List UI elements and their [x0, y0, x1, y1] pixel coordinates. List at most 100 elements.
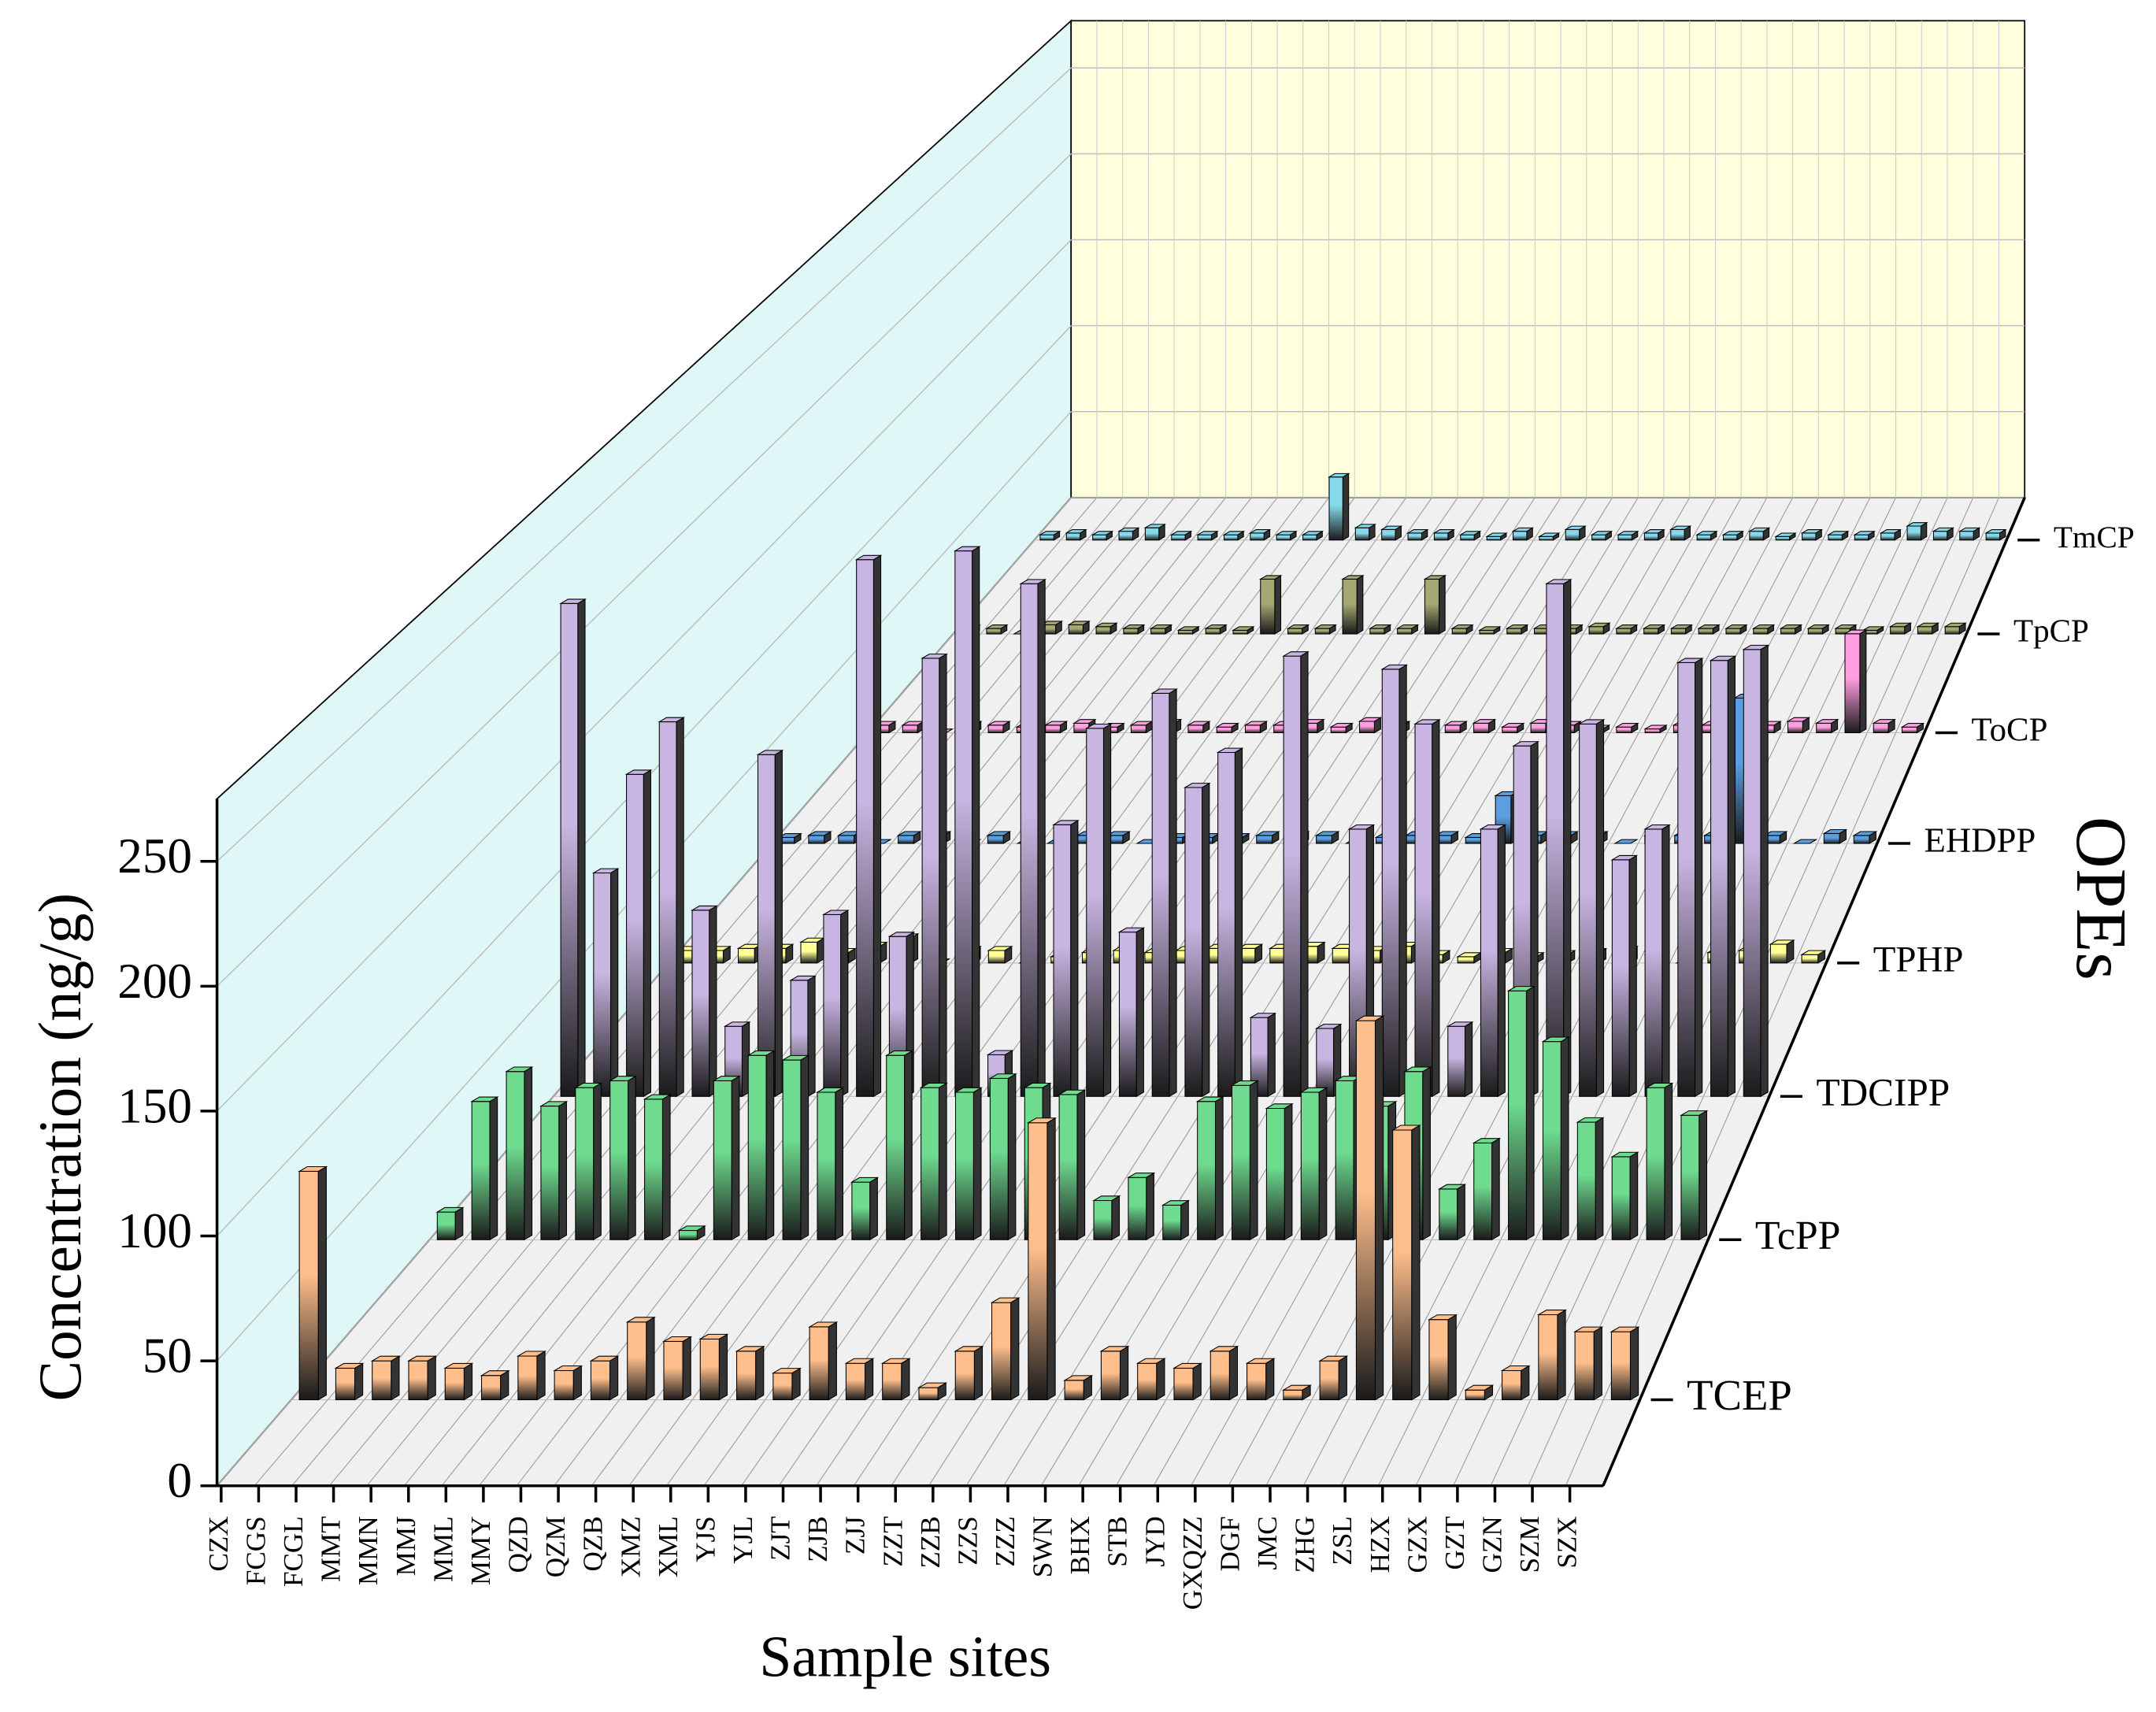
bar-top: [986, 1050, 1014, 1055]
bar: [1725, 628, 1741, 635]
bar-side: [869, 1177, 878, 1241]
bar: [1232, 629, 1248, 635]
x-tick-label: ZJB: [802, 1516, 833, 1562]
bar-top: [987, 946, 1013, 951]
bar: [886, 1054, 906, 1240]
bar-top: [1265, 1103, 1294, 1110]
bar: [856, 559, 874, 1097]
bar-top: [1800, 529, 1824, 534]
bar: [1092, 534, 1107, 541]
bar: [1670, 528, 1685, 541]
bar-side: [973, 1345, 984, 1401]
bar-top: [1215, 723, 1239, 728]
bar: [517, 1355, 538, 1401]
bar-top: [1358, 717, 1383, 722]
bar-side: [572, 1365, 582, 1401]
bar-top: [1204, 624, 1228, 629]
bar-top: [1368, 624, 1392, 629]
bar-side: [800, 1054, 809, 1241]
x-tick-label: GZT: [1439, 1516, 1470, 1569]
bar-top: [553, 1365, 583, 1372]
bar-top: [1564, 525, 1587, 530]
bar: [1100, 1351, 1121, 1401]
bar-top: [470, 1096, 499, 1102]
bar-top: [1610, 1326, 1640, 1332]
bar-top: [1281, 1384, 1313, 1391]
bar-top: [1642, 624, 1666, 629]
bar-top: [1058, 1089, 1087, 1095]
bar-top: [1958, 527, 1981, 532]
bar: [1644, 728, 1661, 734]
bar-top: [1450, 624, 1474, 629]
bar: [1565, 528, 1580, 541]
bar: [1749, 531, 1764, 541]
bar: [1118, 531, 1133, 541]
bar: [1546, 583, 1565, 1097]
bar: [1873, 722, 1889, 734]
x-tick-label: MMY: [465, 1516, 496, 1585]
bar-top: [591, 868, 620, 874]
bar: [1944, 626, 1960, 635]
bar: [1617, 534, 1632, 541]
bar-top: [1380, 525, 1403, 530]
bar-top: [1573, 1326, 1604, 1332]
bar-top: [1852, 831, 1878, 836]
bar-top: [1751, 624, 1776, 629]
bar-side: [593, 1082, 602, 1241]
x-tick-label: GZN: [1477, 1516, 1508, 1573]
bar: [1359, 721, 1375, 734]
bar: [1530, 722, 1547, 734]
bar-top: [1354, 1015, 1385, 1021]
bar-side: [1521, 1365, 1530, 1401]
bar-top: [1872, 719, 1897, 724]
bar-top: [1506, 986, 1536, 991]
bar-top: [919, 1082, 949, 1088]
bar: [1465, 836, 1482, 844]
bar-side: [1760, 644, 1769, 1098]
bar-top: [1724, 624, 1748, 629]
bar-top: [723, 1021, 751, 1027]
bar-top: [334, 1362, 365, 1369]
bar: [1508, 990, 1527, 1240]
bar: [626, 773, 644, 1097]
x-tick-label: GZX: [1402, 1516, 1432, 1573]
bar-top: [1313, 624, 1337, 629]
bar: [663, 1340, 683, 1401]
bar-top: [370, 1355, 401, 1362]
bar-side: [1664, 1082, 1673, 1241]
bar-top: [1230, 1080, 1259, 1086]
x-tick-label: XMZ: [615, 1516, 646, 1577]
bar-side: [718, 1333, 728, 1401]
bar-side: [1374, 1015, 1384, 1401]
bar-top: [1643, 824, 1671, 830]
bar: [1086, 728, 1104, 1097]
floor-grid-line: [328, 497, 1149, 1487]
bar-side: [1228, 1345, 1239, 1401]
bar-top: [821, 910, 850, 915]
bar: [808, 835, 825, 844]
bar: [444, 1367, 465, 1401]
bar-top: [1709, 655, 1737, 661]
bar-side: [1192, 1362, 1202, 1401]
bar-top: [1464, 1384, 1495, 1391]
bar-top: [1135, 1358, 1166, 1364]
bar-top: [1774, 532, 1797, 537]
bar-side: [1284, 1102, 1293, 1241]
bar-side: [1047, 1117, 1056, 1401]
bar-side: [524, 1066, 533, 1241]
bar-side: [1180, 1199, 1189, 1241]
bar: [1392, 1129, 1413, 1401]
bar-side: [1695, 658, 1703, 1098]
bar-top: [985, 624, 1009, 629]
bar-top: [1329, 723, 1354, 728]
bar: [691, 910, 710, 1097]
bar-top: [1065, 529, 1087, 534]
bar: [554, 1369, 574, 1401]
z-axis-title: OPEs: [2062, 817, 2141, 980]
bar: [1151, 692, 1170, 1097]
bar: [590, 1360, 611, 1401]
bar-side: [1214, 1096, 1224, 1241]
bar-top: [1806, 624, 1831, 629]
bar-side: [558, 1100, 567, 1241]
bar-top: [1613, 839, 1639, 844]
